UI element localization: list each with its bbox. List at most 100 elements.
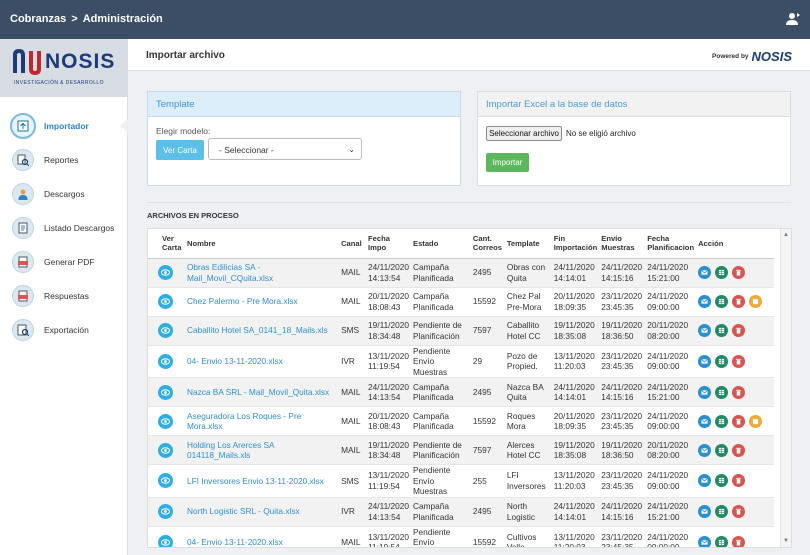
sidebar-item-exportacion[interactable]: Exportación [0, 313, 128, 347]
ver-carta-button[interactable]: Ver Carta [156, 140, 204, 160]
envio-muestras-cell: 23/11/2020 23:45:35 [599, 287, 646, 317]
delete-icon[interactable] [732, 535, 746, 547]
delete-icon[interactable] [732, 505, 746, 518]
mail-icon[interactable] [698, 414, 712, 428]
mail-icon[interactable] [698, 443, 712, 457]
file-name-link[interactable]: Caballito Hotel SA_0141_18_Mails.xls [184, 316, 340, 346]
delete-icon[interactable] [732, 266, 746, 279]
canal-cell: MAIL [339, 435, 367, 465]
top-bar: Cobranzas > Administración [0, 0, 810, 39]
file-name-link[interactable]: Holding Los Arerces SA 014118_Mails.xls [184, 435, 340, 465]
excel-icon[interactable] [715, 535, 729, 547]
col-template[interactable]: Template [504, 229, 552, 259]
sidebar-menu: Importador Reportes Descargos Listado De… [0, 109, 128, 347]
eye-icon[interactable] [158, 473, 173, 489]
mail-icon[interactable] [698, 295, 712, 308]
canal-cell: MAIL [339, 406, 367, 436]
powered-by: Powered by NOSIS [712, 49, 792, 64]
mail-icon[interactable] [698, 535, 712, 547]
accion-cell [696, 258, 774, 288]
col-cant-correos[interactable]: Cant. Correos [470, 229, 505, 259]
table-scrollbar[interactable]: ▲ ▼ [780, 229, 791, 547]
export-icon [12, 319, 34, 341]
col-fecha-impo[interactable]: Fecha Impo [366, 229, 412, 259]
file-name-link[interactable]: Obras Edilicias SA - Mail_Movil_CQuita.x… [184, 258, 340, 288]
file-name-link[interactable]: Aseguradora Los Roques - Pre Mora.xlsx [184, 406, 340, 436]
excel-icon[interactable] [715, 505, 729, 518]
mail-icon[interactable] [698, 324, 712, 337]
mail-icon[interactable] [698, 474, 712, 488]
eye-icon[interactable] [158, 294, 173, 309]
cant-correos-cell: 2495 [470, 377, 505, 407]
excel-icon[interactable] [715, 414, 729, 428]
file-name-link[interactable]: Nazca BA SRL - Mail_Movil_Quita.xlsx [184, 377, 340, 407]
delete-icon[interactable] [732, 295, 746, 308]
sidebar: NOSIS INVESTIGACIÓN & DESARROLLO Importa… [0, 39, 128, 555]
sidebar-item-respuestas[interactable]: Respuestas [0, 279, 128, 313]
ver-carta-cell [148, 464, 185, 498]
elegir-modelo-label: Elegir modelo: [156, 126, 211, 136]
select-file-button[interactable]: Seleccionar archivo [486, 126, 562, 141]
scroll-up-icon[interactable]: ▲ [783, 232, 789, 238]
col-fin-importacion[interactable]: Fin Importación [551, 229, 600, 259]
excel-icon[interactable] [715, 474, 729, 488]
col-fecha-planificacion[interactable]: Fecha Planificacion [645, 229, 697, 259]
file-name-link[interactable]: LFI Inversores Envio 13-11-2020.xlsx [184, 464, 340, 498]
sidebar-item-descargos[interactable]: Descargos [0, 177, 128, 211]
col-ver-carta[interactable]: Ver Carta [148, 229, 185, 259]
col-canal[interactable]: Canal [339, 229, 367, 259]
file-name-link[interactable]: Chez Palermo - Pre Mora.xlsx [184, 287, 340, 317]
excel-icon[interactable] [715, 266, 729, 279]
canal-cell: SMS [339, 464, 367, 498]
table-row: Caballito Hotel SA_0141_18_Mails.xls SMS 1… [148, 316, 774, 346]
mail-icon[interactable] [698, 354, 712, 368]
fin-importacion-cell: 13/11/2020 11:20:03 [551, 464, 600, 498]
file-name-link[interactable]: 04- Envio 13-11-2020.xlsx [184, 345, 340, 378]
table-row: Nazca BA SRL - Mail_Movil_Quita.xlsx MAIL… [148, 377, 774, 407]
sidebar-item-reportes[interactable]: Reportes [0, 143, 128, 177]
accion-cell [696, 406, 774, 436]
excel-icon[interactable] [715, 295, 729, 308]
delete-icon[interactable] [732, 443, 746, 457]
user-icon[interactable] [786, 12, 800, 26]
col-nombre[interactable]: Nombre [184, 229, 340, 259]
col-envio-muestras[interactable]: Envío Muestras [599, 229, 646, 259]
eye-icon[interactable] [158, 534, 173, 547]
fin-importacion-cell: 20/11/2020 18:09:35 [551, 287, 600, 317]
excel-icon[interactable] [715, 354, 729, 368]
archive-icon[interactable] [749, 295, 763, 308]
file-name-link[interactable]: North Logistic SRL - Quita.xlsx [184, 497, 340, 527]
delete-icon[interactable] [732, 474, 746, 488]
modelo-select[interactable]: - Seleccionar - ⌄ [208, 138, 362, 160]
mail-icon[interactable] [698, 266, 712, 279]
mail-icon[interactable] [698, 505, 712, 518]
fecha-planificacion-cell: 24/11/2020 09:00:00 [645, 464, 697, 498]
delete-icon[interactable] [732, 324, 746, 337]
sidebar-item-importador[interactable]: Importador [0, 109, 128, 143]
eye-icon[interactable] [158, 504, 173, 519]
nosis-mark-icon [13, 48, 41, 76]
mail-icon[interactable] [698, 385, 712, 399]
sidebar-item-generar-pdf[interactable]: Generar PDF [0, 245, 128, 279]
eye-icon[interactable] [158, 413, 173, 429]
eye-icon[interactable] [158, 384, 173, 400]
breadcrumb-cobranzas[interactable]: Cobranzas [10, 13, 67, 25]
file-name-link[interactable]: 04- Envio 13-11-2020.xlsx [184, 526, 340, 547]
importar-button[interactable]: Importar [486, 153, 529, 172]
delete-icon[interactable] [732, 354, 746, 368]
accion-cell [696, 377, 774, 407]
eye-icon[interactable] [158, 442, 173, 458]
scroll-down-icon[interactable]: ▼ [783, 538, 789, 544]
breadcrumb-administracion[interactable]: Administración [82, 13, 163, 25]
delete-icon[interactable] [732, 385, 746, 399]
eye-icon[interactable] [158, 323, 173, 338]
col-estado[interactable]: Estado [411, 229, 471, 259]
archive-icon[interactable] [749, 414, 763, 428]
sidebar-item-listado-descargos[interactable]: Listado Descargos [0, 211, 128, 245]
eye-icon[interactable] [158, 353, 173, 369]
delete-icon[interactable] [732, 414, 746, 428]
eye-icon[interactable] [158, 265, 173, 280]
excel-icon[interactable] [715, 443, 729, 457]
excel-icon[interactable] [715, 385, 729, 399]
excel-icon[interactable] [715, 324, 729, 337]
